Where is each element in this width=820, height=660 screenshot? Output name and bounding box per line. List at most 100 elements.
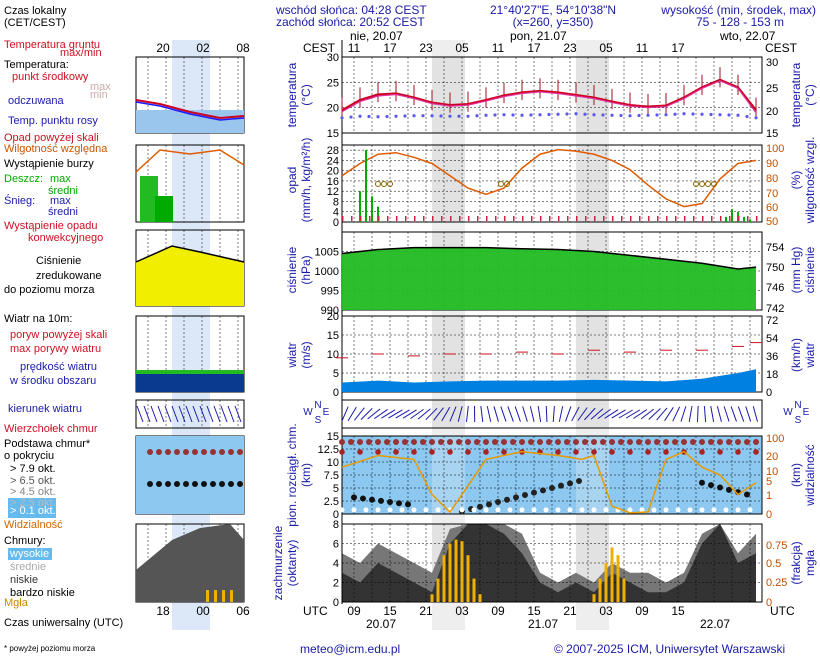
legend-bottom-tick: 06	[236, 604, 250, 618]
wind-arrow	[672, 406, 681, 422]
cloud-top-dot	[546, 439, 552, 445]
y-tick-label-right: 0.25	[766, 577, 787, 589]
cloud-top-dot	[699, 439, 705, 445]
cloud-top-dot	[483, 449, 489, 455]
conv-marker	[693, 216, 695, 221]
cloud-top-dot	[420, 439, 426, 445]
legend-top-tick: 02	[196, 41, 210, 55]
legend-wind-arrow	[136, 405, 144, 423]
legend-top-tick: 20	[156, 41, 170, 55]
conv-marker	[441, 216, 443, 221]
panel-wind: 0 5 10 15 20 72 54 36 18 0	[327, 311, 779, 399]
pres-axis-label-right: ciśnienie	[803, 246, 817, 293]
conv-marker	[621, 216, 623, 221]
cloud-low-dot	[411, 507, 417, 513]
dew-point-dot	[727, 113, 731, 117]
conv-marker	[432, 216, 434, 221]
conv-marker	[486, 216, 488, 221]
dew-point-dot	[655, 113, 659, 117]
cloud-top-dot	[627, 449, 633, 455]
fog-bar	[454, 539, 458, 602]
dew-point-dot	[529, 113, 533, 117]
cloud-top-dot	[375, 439, 381, 445]
storm-marker	[711, 181, 717, 187]
dew-point-dot	[610, 113, 614, 117]
cloud-top-dot	[753, 449, 759, 455]
legend-label: w środku obszaru	[9, 375, 96, 387]
y-tick-label-right: 5	[766, 476, 772, 488]
cloud-low-dot	[747, 507, 753, 513]
cloud-base-dot	[378, 497, 384, 504]
legend-bottom-tick: 18	[156, 604, 170, 618]
conv-marker	[450, 216, 452, 221]
dew-point-dot	[448, 114, 452, 118]
legend-label: Temperatura gruntu	[4, 39, 100, 51]
legend-label: odczuwana	[8, 95, 65, 107]
cloud-low-dot	[603, 507, 609, 513]
legend-wind-arrow	[164, 405, 172, 423]
cloud-top-dot	[429, 439, 435, 445]
fog-bar	[448, 543, 452, 602]
temp-axis-label: temperatura	[285, 62, 299, 127]
storm-marker	[375, 181, 381, 187]
dew-point-dot	[682, 112, 686, 116]
legend-wind-arrow	[199, 405, 207, 423]
wind-arrow	[737, 406, 745, 422]
wind-arrow	[374, 409, 388, 419]
dew-point-dot	[502, 113, 506, 117]
legend-label: > 6.5 okt.	[10, 475, 56, 487]
legend-label: Śnieg:	[4, 194, 35, 207]
cloud-top-dot	[618, 439, 624, 445]
footer-email[interactable]: meteo@icm.edu.pl	[300, 642, 400, 656]
conv-marker	[387, 216, 389, 221]
cloud-top-dot	[447, 449, 453, 455]
legend-label: średnie	[10, 561, 46, 573]
legend-wind-arrow	[178, 405, 186, 423]
dew-point-dot	[601, 113, 605, 117]
y-tick-label-right: 36	[766, 351, 778, 363]
legend-label: poryw powyżej skali	[10, 329, 107, 341]
legend-label: > 2.5 okt.	[10, 497, 56, 509]
conv-marker	[675, 216, 677, 221]
cloud-low-dot	[435, 507, 441, 513]
conv-marker	[378, 216, 380, 221]
utc-tick-label: 15	[383, 604, 397, 618]
y-tick-label: 20	[327, 103, 339, 115]
dew-point-dot	[358, 114, 362, 118]
legend-cloud-top-dot	[156, 449, 162, 455]
cloud-top-dot	[438, 439, 444, 445]
legend-label: Mgła	[4, 597, 29, 609]
legend-fog-bar	[206, 590, 209, 602]
dew-point-dot	[700, 112, 704, 116]
conv-marker	[630, 216, 632, 221]
cloud-top-dot	[735, 449, 741, 455]
conv-marker	[459, 216, 461, 221]
conv-marker	[522, 216, 524, 221]
pressure-area	[342, 247, 756, 310]
temp-axis-unit: (°C)	[299, 84, 313, 105]
cloud-base-dot	[717, 484, 723, 491]
legend-label: Widzialność	[4, 519, 63, 531]
cloud-top-dot	[429, 449, 435, 455]
y-tick-label: 0	[333, 217, 339, 229]
temp-mid-line	[341, 78, 757, 112]
y-tick-label-right: 54	[766, 333, 778, 345]
legend-wind-arrow	[150, 405, 158, 423]
dew-point-dot	[619, 113, 623, 118]
conv-marker	[738, 216, 740, 221]
utc-date-label: 20.07	[366, 617, 396, 631]
legend-wind-arrow	[171, 405, 179, 423]
y-tick-label: 25	[327, 77, 339, 89]
wind-arrow	[723, 406, 730, 422]
cloud-top-dot	[663, 449, 669, 455]
y-tick-label-right: 0.5	[766, 558, 781, 570]
cloud-low-dot	[579, 507, 585, 513]
cloud-top-dot	[654, 439, 660, 445]
legend-label: konwekcyjnego	[28, 232, 103, 244]
elevation-values: 75 - 128 - 153 m	[696, 15, 784, 29]
y-tick-label: 8	[333, 196, 339, 208]
vis-axis-unit: (km)	[789, 463, 803, 487]
conv-marker	[513, 216, 515, 221]
cloud-base-dot	[495, 499, 501, 506]
utc-tick-label: 03	[599, 604, 613, 618]
